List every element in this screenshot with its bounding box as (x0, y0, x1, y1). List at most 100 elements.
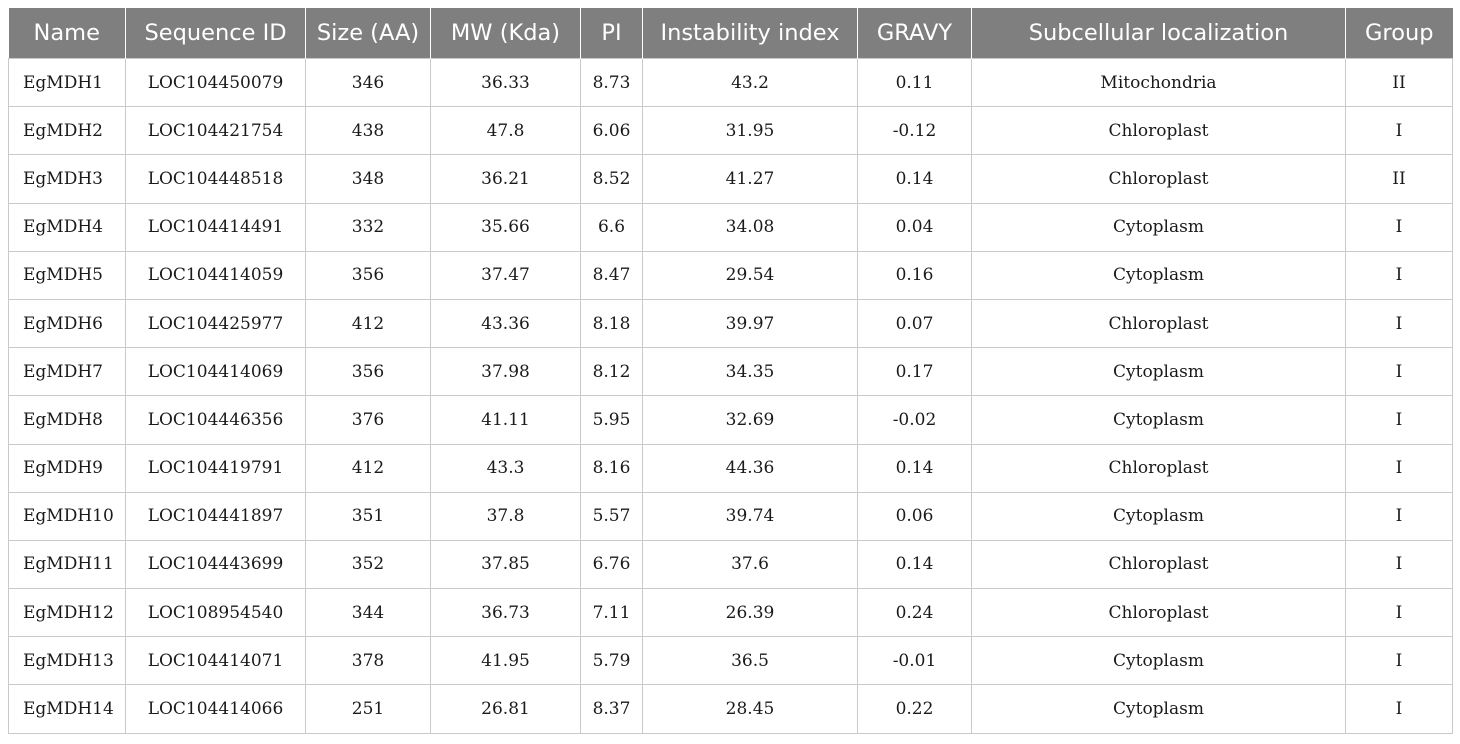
cell-sequence-id: LOC104443699 (125, 539, 306, 590)
cell-sequence-id: LOC104414071 (125, 636, 306, 686)
cell-name: EgMDH12 (8, 588, 126, 638)
cell-size: 356 (305, 347, 431, 397)
cell-name: EgMDH3 (8, 154, 126, 204)
cell-gravy: 0.14 (857, 154, 972, 204)
cell-size: 344 (305, 588, 431, 638)
cell-instability-index: 39.74 (642, 491, 858, 541)
mdh-gene-properties-table: Name Sequence ID Size (AA) MW (Kda) PI I… (8, 8, 1453, 734)
cell-mw: 41.95 (430, 636, 581, 686)
cell-subcellular-localization: Cytoplasm (971, 202, 1346, 252)
cell-gravy: -0.01 (857, 636, 972, 686)
header-sequence-id: Sequence ID (125, 8, 306, 59)
table-row: EgMDH8 LOC104446356 376 41.11 5.95 32.69 -0.02… (8, 395, 1453, 445)
cell-sequence-id: LOC104448518 (125, 154, 306, 204)
cell-sequence-id: LOC104441897 (125, 491, 306, 541)
cell-name: EgMDH9 (8, 443, 126, 493)
cell-sequence-id: LOC104414059 (125, 250, 306, 300)
cell-gravy: 0.06 (857, 491, 972, 541)
cell-size: 378 (305, 636, 431, 686)
cell-group: I (1345, 684, 1453, 734)
cell-group: I (1345, 250, 1453, 300)
cell-name: EgMDH1 (8, 57, 126, 108)
cell-sequence-id: LOC104419791 (125, 443, 306, 493)
cell-subcellular-localization: Cytoplasm (971, 684, 1346, 734)
cell-instability-index: 39.97 (642, 298, 858, 349)
table-row: EgMDH12 LOC108954540 344 36.73 7.11 26.39 0.24… (8, 588, 1453, 638)
cell-gravy: -0.12 (857, 106, 972, 156)
cell-sequence-id: LOC104414066 (125, 684, 306, 734)
cell-size: 412 (305, 298, 431, 349)
cell-group: I (1345, 443, 1453, 493)
cell-mw: 43.36 (430, 298, 581, 349)
cell-subcellular-localization: Chloroplast (971, 106, 1346, 156)
cell-name: EgMDH6 (8, 298, 126, 349)
table-row: EgMDH11 LOC104443699 352 37.85 6.76 37.6 0.14 C… (8, 539, 1453, 590)
cell-name: EgMDH7 (8, 347, 126, 397)
cell-pi: 5.57 (580, 491, 643, 541)
table-row: EgMDH7 LOC104414069 356 37.98 8.12 34.35 0.17 C… (8, 347, 1453, 397)
cell-pi: 8.16 (580, 443, 643, 493)
cell-subcellular-localization: Cytoplasm (971, 347, 1346, 397)
cell-subcellular-localization: Chloroplast (971, 154, 1346, 204)
table-row: EgMDH6 LOC104425977 412 43.36 8.18 39.97 0.07 C… (8, 298, 1453, 349)
cell-mw: 37.47 (430, 250, 581, 300)
cell-subcellular-localization: Cytoplasm (971, 636, 1346, 686)
cell-sequence-id: LOC104421754 (125, 106, 306, 156)
cell-subcellular-localization: Chloroplast (971, 298, 1346, 349)
header-mw: MW (Kda) (430, 8, 581, 59)
header-name: Name (8, 8, 126, 59)
header-row: Name Sequence ID Size (AA) MW (Kda) PI I… (8, 8, 1453, 59)
cell-name: EgMDH5 (8, 250, 126, 300)
cell-pi: 8.18 (580, 298, 643, 349)
cell-instability-index: 29.54 (642, 250, 858, 300)
cell-subcellular-localization: Cytoplasm (971, 491, 1346, 541)
cell-name: EgMDH2 (8, 106, 126, 156)
cell-instability-index: 41.27 (642, 154, 858, 204)
cell-gravy: 0.22 (857, 684, 972, 734)
cell-gravy: 0.16 (857, 250, 972, 300)
cell-group: II (1345, 154, 1453, 204)
cell-gravy: 0.11 (857, 57, 972, 108)
cell-subcellular-localization: Chloroplast (971, 539, 1346, 590)
cell-gravy: -0.02 (857, 395, 972, 445)
cell-name: EgMDH11 (8, 539, 126, 590)
cell-mw: 43.3 (430, 443, 581, 493)
cell-mw: 37.98 (430, 347, 581, 397)
cell-gravy: 0.14 (857, 443, 972, 493)
cell-subcellular-localization: Chloroplast (971, 588, 1346, 638)
cell-gravy: 0.24 (857, 588, 972, 638)
cell-instability-index: 34.35 (642, 347, 858, 397)
cell-instability-index: 44.36 (642, 443, 858, 493)
cell-instability-index: 32.69 (642, 395, 858, 445)
cell-pi: 5.79 (580, 636, 643, 686)
cell-group: I (1345, 106, 1453, 156)
cell-group: I (1345, 491, 1453, 541)
cell-sequence-id: LOC104414491 (125, 202, 306, 252)
table-row: EgMDH9 LOC104419791 412 43.3 8.16 44.36 0.14 Ch… (8, 443, 1453, 493)
cell-group: I (1345, 636, 1453, 686)
cell-gravy: 0.04 (857, 202, 972, 252)
cell-pi: 8.52 (580, 154, 643, 204)
cell-group: II (1345, 57, 1453, 108)
cell-instability-index: 43.2 (642, 57, 858, 108)
cell-sequence-id: LOC104425977 (125, 298, 306, 349)
table-row: EgMDH1 LOC104450079 346 36.33 8.73 43.2 0.11 Mi… (8, 57, 1453, 108)
cell-name: EgMDH4 (8, 202, 126, 252)
table-container: Name Sequence ID Size (AA) MW (Kda) PI I… (8, 8, 1453, 734)
cell-pi: 8.37 (580, 684, 643, 734)
cell-size: 438 (305, 106, 431, 156)
cell-sequence-id: LOC108954540 (125, 588, 306, 638)
cell-group: I (1345, 298, 1453, 349)
cell-gravy: 0.07 (857, 298, 972, 349)
cell-mw: 37.85 (430, 539, 581, 590)
cell-size: 352 (305, 539, 431, 590)
cell-group: I (1345, 395, 1453, 445)
header-size: Size (AA) (305, 8, 431, 59)
cell-mw: 41.11 (430, 395, 581, 445)
cell-instability-index: 28.45 (642, 684, 858, 734)
cell-pi: 8.73 (580, 57, 643, 108)
cell-pi: 6.6 (580, 202, 643, 252)
header-subcellular-localization: Subcellular localization (971, 8, 1346, 59)
cell-instability-index: 26.39 (642, 588, 858, 638)
cell-group: I (1345, 539, 1453, 590)
